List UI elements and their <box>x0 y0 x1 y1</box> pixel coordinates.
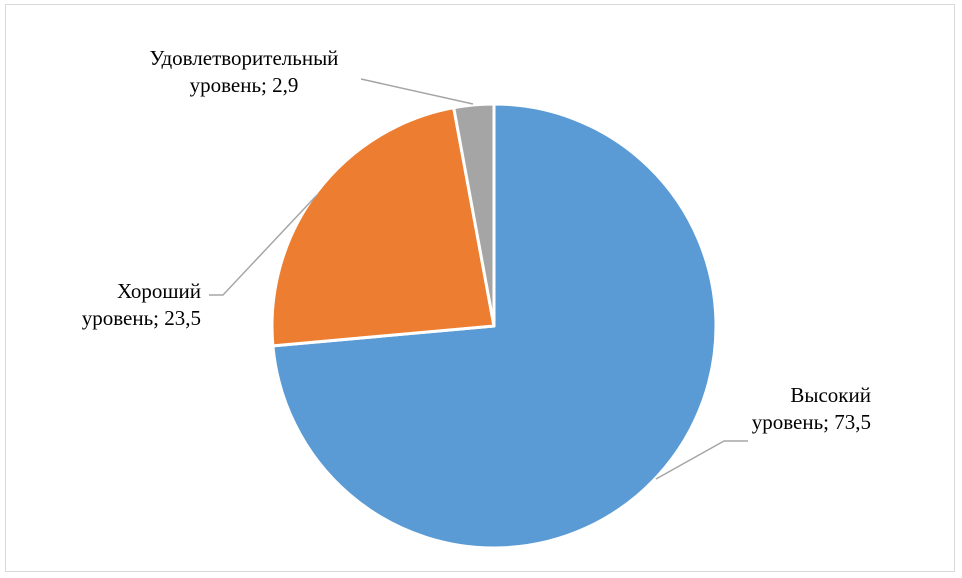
pie-slice-3 <box>452 102 496 328</box>
data-label-2-line-2: уровень; 23,5 <box>82 306 201 330</box>
leader-line-2 <box>209 194 318 296</box>
leader-line-1 <box>655 440 748 480</box>
data-labels: Высокий уровень; 73,5 Хороший уровень; 23,5… <box>82 46 871 434</box>
leader-line-3 <box>360 78 474 105</box>
data-label-3-line-2: уровень; 2,9 <box>190 73 299 97</box>
pie-slices <box>270 102 718 550</box>
data-label-3-line-1: Удовлетворительный <box>150 46 339 70</box>
data-label-1-line-2: уровень; 73,5 <box>752 410 871 434</box>
data-label-1-line-1: Высокий <box>790 383 871 407</box>
data-label-2: Хороший уровень; 23,5 <box>82 279 201 330</box>
pie-chart: Высокий уровень; 73,5 Хороший уровень; 23,5… <box>82 46 871 550</box>
data-label-3: Удовлетворительный уровень; 2,9 <box>150 46 339 97</box>
data-label-2-line-1: Хороший <box>117 279 201 303</box>
pie-slice-2 <box>270 106 496 348</box>
leader-lines <box>209 78 748 480</box>
data-label-1: Высокий уровень; 73,5 <box>752 383 871 434</box>
chart-area: Высокий уровень; 73,5 Хороший уровень; 23,5… <box>5 4 955 572</box>
